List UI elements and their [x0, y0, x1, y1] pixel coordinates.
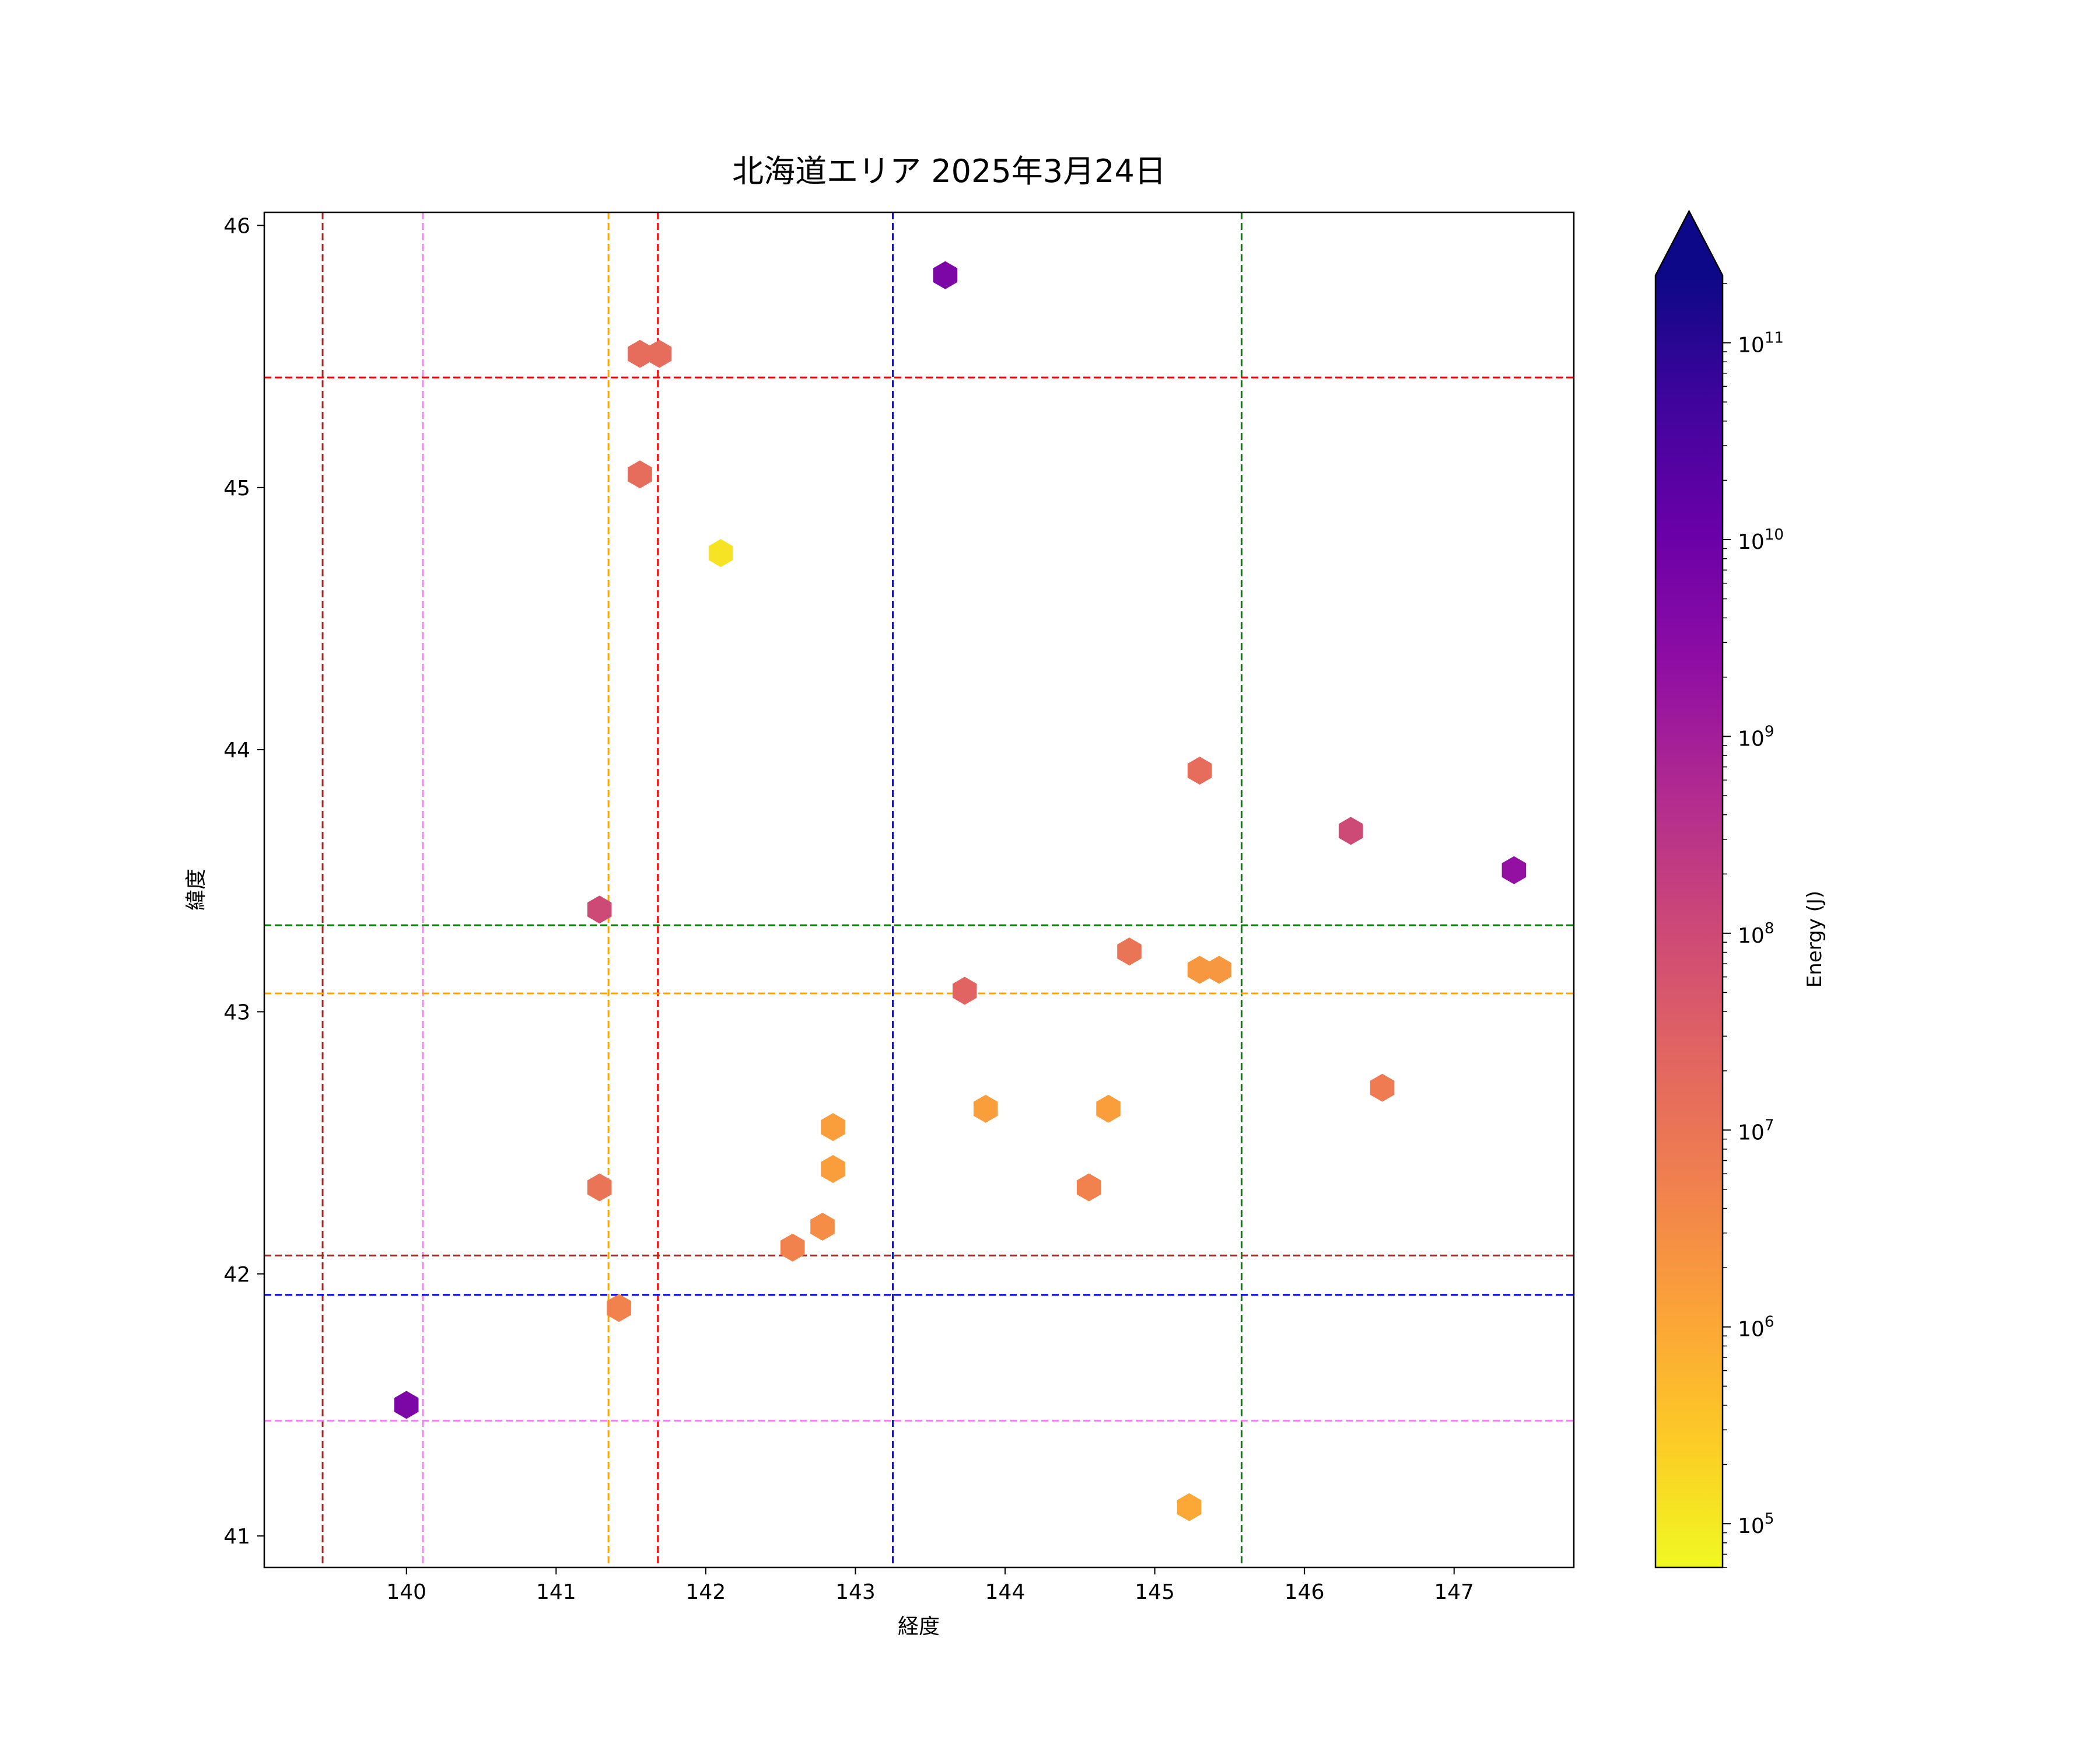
plot-frame — [263, 211, 1575, 1569]
data-point — [647, 340, 672, 368]
x-tick-label: 142 — [686, 1580, 726, 1604]
data-point — [1187, 757, 1212, 785]
x-tick-label: 140 — [386, 1580, 426, 1604]
data-point — [780, 1233, 805, 1262]
data-point — [821, 1155, 845, 1183]
colorbar-extend-arrow — [1656, 211, 1723, 275]
data-point — [708, 539, 733, 568]
data-point — [1187, 956, 1212, 984]
data-point — [1207, 956, 1231, 984]
data-point — [628, 460, 652, 489]
colorbar-tick-label: 107 — [1738, 1116, 1774, 1144]
reference-lines — [264, 212, 1574, 1567]
data-point — [933, 261, 958, 289]
x-tick-label: 146 — [1284, 1580, 1325, 1604]
data-point — [587, 895, 612, 924]
chart-title: 北海道エリア 2025年3月24日 — [732, 153, 1166, 190]
x-tick-label: 145 — [1135, 1580, 1175, 1604]
colorbar-label: Energy (J) — [1803, 891, 1826, 988]
data-point — [628, 340, 652, 368]
y-axis-label: 緯度 — [184, 869, 208, 911]
data-point — [1177, 1493, 1202, 1521]
data-point — [587, 1173, 612, 1202]
data-point — [1370, 1073, 1395, 1102]
colorbar-tick-label: 108 — [1738, 920, 1774, 948]
data-point — [394, 1391, 419, 1419]
data-point — [810, 1212, 835, 1241]
y-tick-label: 44 — [223, 738, 250, 762]
y-tick-label: 42 — [223, 1263, 250, 1287]
colorbar: 105 106 107 108 109 1010 1011 Energy (J) — [1654, 209, 1826, 1569]
colorbar-tick-label: 106 — [1738, 1314, 1774, 1342]
colorbar-tick-label: 109 — [1738, 723, 1774, 751]
data-point — [1338, 817, 1363, 845]
x-tick-label: 147 — [1434, 1580, 1474, 1604]
y-tick-label: 43 — [223, 1000, 250, 1024]
data-point — [973, 1094, 998, 1123]
colorbar-gradient — [1656, 275, 1723, 1567]
colorbar-ticks: 105 106 107 108 109 1010 1011 — [1723, 283, 1784, 1568]
colorbar-tick-label: 1010 — [1738, 526, 1784, 554]
data-point — [1076, 1173, 1101, 1202]
y-tick-label: 41 — [223, 1525, 250, 1549]
x-tick-label: 143 — [835, 1580, 876, 1604]
data-points — [394, 261, 1527, 1521]
colorbar-tick-label: 105 — [1738, 1510, 1774, 1538]
data-point — [1096, 1094, 1121, 1123]
colorbar-tick-label: 1011 — [1738, 330, 1784, 358]
y-tick-label: 45 — [223, 477, 250, 501]
x-tick-label: 141 — [536, 1580, 576, 1604]
x-axis-ticks: 140 141 142 143 144 145 146 147 — [386, 1567, 1474, 1604]
y-tick-label: 46 — [223, 214, 250, 238]
colorbar-outline — [1654, 209, 1724, 1569]
data-point — [607, 1294, 631, 1322]
x-axis-label: 経度 — [898, 1615, 940, 1639]
data-point — [1117, 937, 1142, 966]
data-point — [821, 1113, 845, 1142]
x-tick-label: 144 — [985, 1580, 1026, 1604]
data-point — [1502, 856, 1527, 884]
y-axis-ticks: 41 42 43 44 45 46 — [223, 214, 264, 1549]
data-point — [953, 977, 977, 1005]
